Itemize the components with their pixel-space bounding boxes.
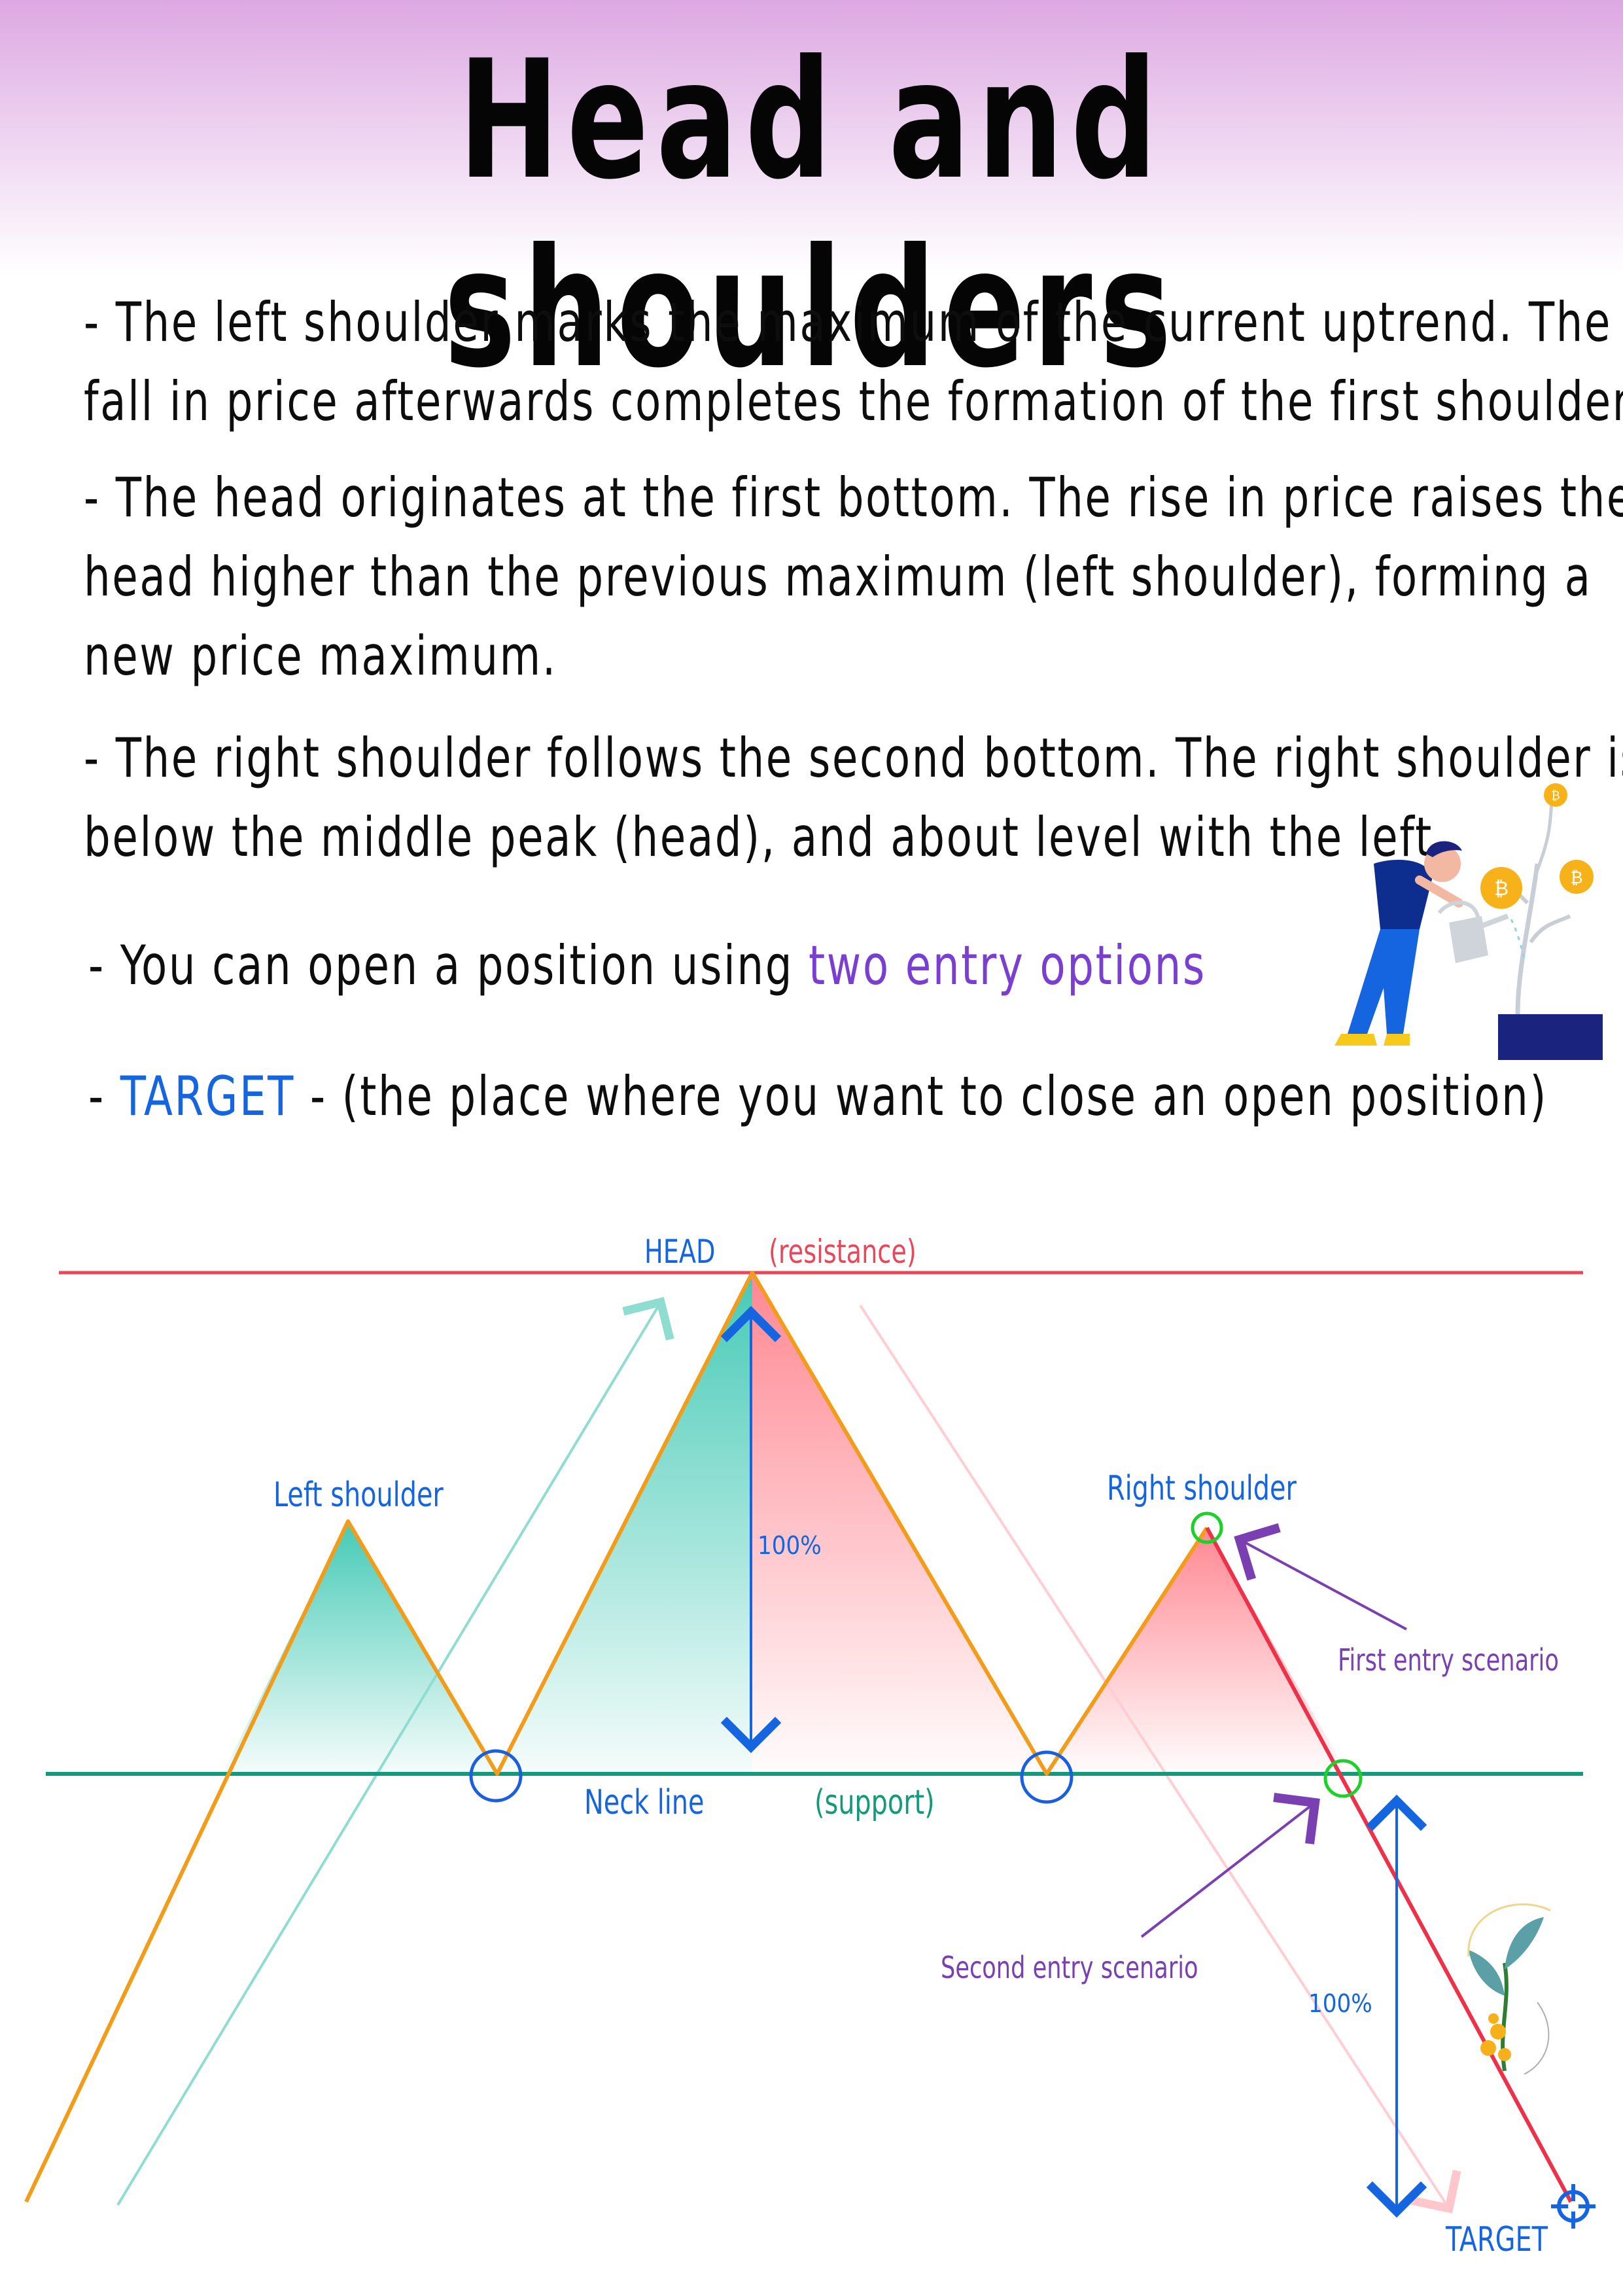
target-highlight: TARGET	[120, 1065, 295, 1128]
svg-text:₿: ₿	[1570, 868, 1582, 888]
svg-text:₿: ₿	[1551, 789, 1560, 803]
second-entry-marker	[1323, 1759, 1363, 1798]
text-line: fall in price afterwards completes the f…	[84, 370, 1623, 433]
text-line: below the middle peak (head), and about …	[84, 805, 1433, 869]
right-shoulder-fill	[1047, 1528, 1348, 1774]
first-bottom-marker	[469, 1749, 523, 1803]
paragraph-entry-options: - You can open a position using two entr…	[88, 926, 1348, 1005]
header-band	[0, 0, 1623, 275]
head-and-shoulders-diagram: HEAD (resistance) Left shoulder Right sh…	[24, 1233, 1596, 2259]
target-prefix: -	[88, 1065, 120, 1128]
first-entry-arrow	[1234, 1523, 1407, 1631]
paragraph-target: - TARGET - (the place where you want to …	[88, 1057, 1546, 1136]
target-measure-label: 100%	[1308, 1989, 1372, 2018]
coin-plant-sketch-icon	[1467, 1903, 1551, 2075]
entry-options-highlight: two entry options	[809, 934, 1206, 997]
target-suffix: - (the place where you want to close an …	[294, 1065, 1548, 1128]
price-path	[24, 1271, 1209, 2203]
entry-options-prefix: - You can open a position using	[88, 934, 809, 997]
left-shoulder-label: Left shoulder	[273, 1475, 444, 1515]
paragraph-left-shoulder: - The left shoulder marks the maximum of…	[84, 283, 1623, 441]
left-shoulder-fill	[222, 1521, 497, 1774]
second-bottom-marker	[1020, 1750, 1073, 1804]
trend-arrow-down	[859, 1304, 1461, 2214]
text-line: - The head originates at the first botto…	[84, 466, 1623, 529]
second-entry-arrow	[1140, 1793, 1320, 1938]
support-label: (support)	[814, 1783, 935, 1822]
paragraph-head: - The head originates at the first botto…	[84, 458, 1623, 696]
first-entry-marker	[1191, 1511, 1223, 1544]
page-title: Head and shoulders	[444, 25, 1179, 404]
person-watering-coin-tree-icon: ₿ ₿ ₿	[1335, 783, 1603, 1060]
first-entry-label: First entry scenario	[1338, 1643, 1559, 1678]
trend-arrow-up	[116, 1297, 674, 2206]
svg-text:₿: ₿	[1494, 877, 1509, 900]
text-line: head higher than the previous maximum (l…	[84, 545, 1592, 609]
paragraph-right-shoulder: - The right shoulder follows the second …	[84, 718, 1623, 877]
neck-line-label: Neck line	[584, 1783, 704, 1822]
resistance-label: (resistance)	[769, 1233, 916, 1271]
text-line: - The left shoulder marks the maximum of…	[84, 291, 1613, 354]
text-line: - The right shoulder follows the second …	[84, 726, 1623, 790]
right-shoulder-label: Right shoulder	[1107, 1469, 1297, 1508]
head-label: HEAD	[644, 1233, 715, 1271]
second-entry-label: Second entry scenario	[941, 1951, 1198, 1986]
target-label: TARGET	[1445, 2220, 1548, 2259]
breakdown-line	[1205, 1527, 1575, 2208]
crosshair-target-icon	[1551, 2184, 1596, 2229]
head-measure-label: 100%	[758, 1531, 822, 1560]
text-line: new price maximum.	[84, 624, 557, 688]
